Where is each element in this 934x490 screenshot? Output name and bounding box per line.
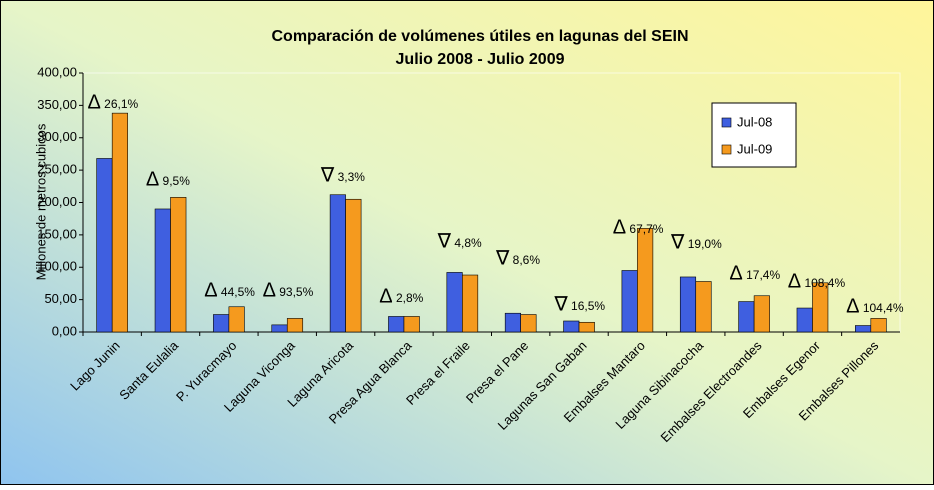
annotation: 19,0% (688, 237, 722, 251)
annotation: 93,5% (279, 285, 313, 299)
legend-label: Jul-09 (737, 141, 772, 156)
annotation-symbol: Δ (846, 295, 859, 317)
legend-label: Jul-08 (737, 114, 772, 129)
legend (711, 102, 797, 168)
annotation: 44,5% (221, 285, 255, 299)
annotation: 3,3% (338, 170, 366, 184)
chart-title: Comparación de volúmenes útiles en lagun… (272, 28, 689, 45)
annotation-symbol: ∇ (553, 293, 568, 315)
bar (637, 228, 654, 333)
bar (228, 306, 245, 333)
bar (388, 316, 405, 333)
y-tick-label: 200,00 (37, 194, 77, 209)
y-tick-label: 0,00 (52, 323, 77, 338)
annotation-symbol: Δ (204, 279, 217, 301)
annotation: 108,4% (804, 276, 845, 290)
bar (111, 112, 128, 333)
bar (738, 301, 755, 333)
annotation: 4,8% (454, 236, 482, 250)
annotation: 104,4% (863, 301, 904, 315)
annotation-symbol: Δ (146, 168, 159, 190)
bar (520, 314, 537, 333)
bar (271, 324, 288, 333)
bar (170, 197, 187, 333)
annotation-symbol: ∇ (495, 247, 510, 269)
bar (812, 282, 829, 333)
bar (679, 276, 697, 333)
bar (796, 307, 813, 333)
annotation: 26,1% (104, 97, 138, 111)
y-tick-label: 150,00 (37, 226, 77, 241)
y-tick-label: 100,00 (37, 259, 77, 274)
bar (578, 321, 595, 333)
bar (563, 320, 580, 333)
annotation-symbol: Δ (729, 262, 742, 284)
y-axis-label: Millones de metros cubicos (33, 123, 48, 280)
chart-subtitle: Julio 2008 - Julio 2009 (396, 51, 565, 68)
annotation-symbol: ∇ (670, 231, 685, 253)
bar (96, 158, 113, 333)
annotation-symbol: Δ (87, 91, 100, 113)
annotation-symbol: Δ (379, 285, 392, 307)
legend-swatch (721, 144, 732, 155)
annotation: 67,7% (629, 222, 663, 236)
bar (329, 194, 346, 333)
y-tick-label: 350,00 (37, 97, 77, 112)
y-tick-label: 400,00 (37, 64, 77, 79)
bar (855, 325, 872, 333)
bar (446, 272, 463, 333)
y-tick-label: 300,00 (37, 129, 77, 144)
bar (213, 314, 230, 333)
annotation-symbol: Δ (613, 216, 626, 238)
bar (154, 208, 171, 333)
annotation-symbol: Δ (788, 270, 801, 292)
annotation-symbol: ∇ (437, 230, 452, 252)
annotation: 2,8% (396, 291, 424, 305)
y-tick-label: 50,00 (44, 291, 77, 306)
bar (345, 198, 362, 333)
annotation: 17,4% (746, 268, 780, 282)
annotation: 16,5% (571, 299, 605, 313)
bar (286, 318, 304, 333)
bar (870, 318, 887, 333)
annotation-symbol: ∇ (320, 164, 335, 186)
annotation-symbol: Δ (263, 279, 276, 301)
bar (753, 295, 770, 333)
bar (462, 274, 479, 333)
annotation: 8,6% (513, 253, 541, 267)
y-tick-label: 250,00 (37, 162, 77, 177)
legend-swatch (721, 117, 732, 128)
bar (695, 281, 712, 333)
bar (621, 270, 638, 333)
annotation: 9,5% (163, 174, 191, 188)
bar (403, 316, 420, 333)
bar (504, 312, 521, 333)
